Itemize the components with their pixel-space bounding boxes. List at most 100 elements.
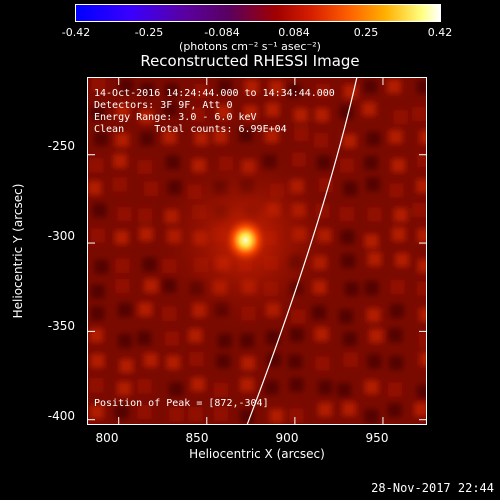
image-texture-cell (243, 105, 258, 120)
image-texture-cell (339, 207, 354, 222)
image-texture-cell (90, 353, 105, 368)
image-texture-cell (315, 356, 330, 371)
image-texture-cell (416, 79, 427, 94)
image-texture-cell (137, 379, 152, 394)
plot-frame (87, 77, 427, 425)
image-texture-cell (162, 130, 177, 145)
image-texture-cell (294, 127, 309, 142)
image-texture-cell (389, 183, 404, 198)
image-texture-cell (269, 408, 284, 423)
image-texture-cell (119, 358, 134, 373)
image-texture-cell (316, 84, 331, 99)
image-texture-cell (138, 302, 153, 317)
image-texture-cell (387, 79, 402, 94)
image-texture-cell (142, 257, 157, 272)
image-texture-cell (365, 177, 380, 192)
image-texture-cell (113, 153, 128, 168)
y-tick-label: -400 (47, 409, 75, 423)
image-texture-cell (114, 404, 129, 419)
image-texture-cell (87, 180, 102, 195)
image-texture-cell (139, 109, 154, 124)
image-texture-cell (289, 408, 304, 423)
image-texture-cell (194, 84, 209, 99)
image-texture-cell (216, 105, 231, 120)
image-texture-cell (143, 353, 158, 368)
image-texture-cell (115, 279, 130, 294)
image-texture-cell (419, 307, 427, 322)
image-texture-cell (339, 105, 354, 120)
image-texture-cell (117, 381, 132, 396)
image-texture-cell (314, 327, 329, 342)
image-texture-cell (115, 133, 130, 148)
image-texture-cell (190, 107, 205, 122)
image-texture-cell (188, 407, 203, 422)
image-texture-cell (143, 278, 158, 293)
image-texture-cell (265, 330, 280, 345)
image-texture-cell (115, 258, 130, 273)
image-texture-cell (189, 352, 204, 367)
solar-limb-line (246, 77, 358, 425)
colorbar (75, 4, 441, 22)
image-texture-cell (213, 407, 228, 422)
image-texture-cell (419, 130, 427, 145)
image-texture-cell (340, 230, 355, 245)
image-texture-cell (387, 382, 402, 397)
image-texture-cell (238, 128, 253, 143)
image-texture-cell (287, 83, 302, 98)
image-texture-cell (417, 258, 427, 273)
image-texture-cell (416, 178, 427, 193)
image-texture-cell (165, 155, 180, 170)
image-texture-cell (162, 306, 177, 321)
image-texture-cell (418, 332, 427, 347)
image-texture-cell (163, 102, 178, 117)
image-texture-cell (343, 181, 358, 196)
image-texture-cell (140, 82, 155, 97)
image-texture-cell (240, 377, 255, 392)
image-texture-cell (213, 382, 228, 397)
plot-title: Reconstructed RHESSI Image (140, 52, 360, 70)
image-texture-cell (412, 106, 427, 121)
image-texture-cell (369, 328, 384, 343)
image-texture-cell (89, 404, 104, 419)
image-texture-cell (344, 281, 359, 296)
image-texture-cell (264, 380, 279, 395)
image-texture-cell (389, 304, 404, 319)
generation-date: 28-Nov-2017 22:44 (371, 481, 494, 495)
image-texture-cell (89, 378, 104, 393)
image-texture-cell (342, 332, 357, 347)
image-texture-cell (265, 102, 280, 117)
y-tick-label: -350 (47, 319, 75, 333)
y-axis-title: Heliocentric Y (arcsec) (11, 183, 25, 319)
x-axis-title: Heliocentric X (arcsec) (189, 447, 325, 461)
image-texture-cell (165, 331, 180, 346)
image-texture-cell (244, 80, 259, 95)
rhessi-image (87, 77, 427, 425)
image-texture-cell (342, 133, 357, 148)
image-texture-cell (391, 158, 406, 173)
image-texture-cell (318, 380, 333, 395)
image-texture-cell (166, 355, 181, 370)
image-texture-cell (92, 203, 107, 218)
image-texture-cell (364, 409, 379, 424)
image-texture-cell (139, 227, 154, 242)
image-texture-cell (143, 181, 158, 196)
image-texture-cell (269, 80, 284, 95)
image-texture-cell (90, 284, 105, 299)
image-texture-cell (90, 306, 105, 321)
image-texture-cell (191, 377, 206, 392)
image-texture-cell (89, 158, 104, 173)
colorbar-tick: 0.25 (353, 26, 379, 39)
image-texture-cell (217, 79, 232, 94)
image-texture-cell (188, 328, 203, 343)
colorbar-tick: -0.42 (61, 26, 91, 39)
image-texture-cell (389, 355, 404, 370)
x-tick-label: 900 (275, 431, 299, 445)
image-texture-cell (318, 402, 333, 417)
image-texture-cell (169, 407, 184, 422)
image-texture-cell (364, 155, 379, 170)
image-texture-cell (114, 230, 129, 245)
image-texture-cell (387, 403, 402, 418)
image-texture-cell (393, 109, 408, 124)
image-texture-cell (90, 228, 105, 243)
image-texture-cell (91, 77, 106, 92)
